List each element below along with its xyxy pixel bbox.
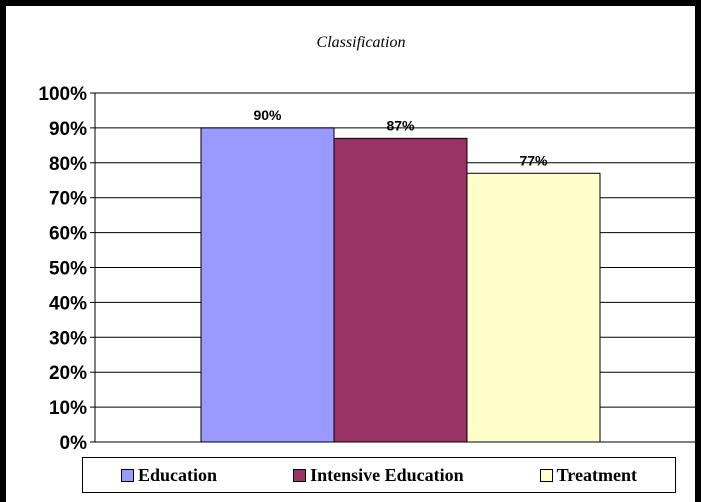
legend: Education Intensive Education Treatment (82, 457, 676, 493)
legend-label-education: Education (138, 464, 218, 485)
y-tick-label: 80% (49, 154, 87, 175)
y-tick-label: 10% (49, 398, 87, 419)
bars (200, 127, 601, 443)
data-labels: 90% 87% 77% (253, 107, 548, 168)
bar-education (200, 127, 335, 443)
bar-intensive-education (333, 137, 468, 443)
legend-swatch-treatment (539, 468, 553, 482)
y-tick-label: 0% (60, 433, 88, 454)
y-tick-label: 60% (49, 224, 87, 245)
y-axis: 0% 10% 20% 30% 40% 50% 60% 70% 80% 90% 100% (38, 84, 96, 454)
y-tick-label: 40% (49, 293, 87, 314)
data-label: 90% (253, 107, 282, 123)
legend-item-treatment: Treatment (539, 464, 637, 486)
legend-label-intensive-education: Intensive Education (310, 464, 464, 485)
y-tick-label: 70% (49, 189, 87, 210)
y-tick-label: 20% (49, 363, 87, 384)
bar-treatment (466, 172, 601, 443)
legend-item-intensive-education: Intensive Education (293, 465, 464, 486)
legend-label-treatment: Treatment (556, 464, 637, 485)
legend-swatch-intensive-education (293, 468, 307, 482)
data-label: 87% (386, 117, 415, 133)
y-tick-label: 50% (49, 259, 87, 280)
legend-item-education: Education (121, 465, 217, 486)
legend-swatch-education (121, 468, 135, 482)
y-tick-label: 100% (38, 84, 87, 105)
data-label: 77% (519, 152, 548, 168)
chart-title: Classification (317, 34, 406, 51)
y-tick-label: 90% (49, 119, 87, 140)
y-tick-label: 30% (49, 328, 87, 349)
